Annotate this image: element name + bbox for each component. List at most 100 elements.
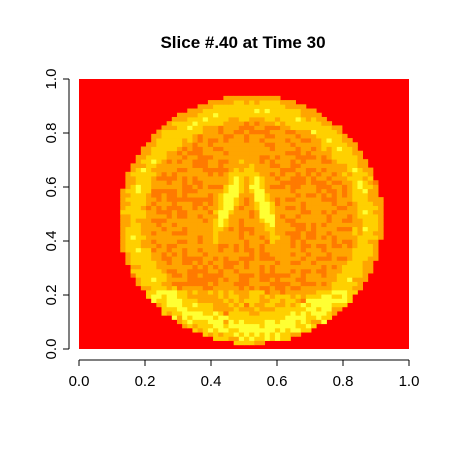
heatmap-cell bbox=[341, 230, 348, 236]
heatmap-cell bbox=[311, 112, 317, 118]
heatmap-cell bbox=[233, 289, 240, 295]
heatmap-cell bbox=[228, 188, 235, 194]
heatmap-cell bbox=[347, 218, 353, 223]
heatmap-cell bbox=[140, 247, 147, 253]
heatmap-cell bbox=[311, 129, 317, 135]
heatmap-cell bbox=[207, 294, 214, 299]
heatmap-cell bbox=[125, 256, 131, 261]
heatmap-cell bbox=[140, 188, 147, 194]
heatmap-cell bbox=[192, 256, 198, 261]
heatmap-cell bbox=[362, 235, 369, 240]
heatmap-cell bbox=[259, 121, 266, 126]
heatmap-cell bbox=[228, 315, 235, 320]
heatmap-cell bbox=[341, 222, 348, 228]
heatmap-cell bbox=[274, 298, 281, 303]
heatmap-cell bbox=[140, 251, 147, 257]
heatmap-cell bbox=[156, 230, 162, 236]
heatmap-cell bbox=[300, 104, 307, 109]
heatmap-cell bbox=[140, 209, 147, 215]
heatmap-cell bbox=[125, 243, 131, 249]
heatmap-cell bbox=[213, 125, 219, 131]
heatmap-cell bbox=[166, 311, 173, 316]
heatmap-cell bbox=[192, 273, 198, 278]
heatmap-cell bbox=[305, 298, 312, 303]
heatmap-cell bbox=[300, 319, 307, 325]
heatmap-cell bbox=[202, 315, 209, 320]
heatmap-cell bbox=[187, 302, 193, 308]
heatmap-cell bbox=[120, 205, 126, 211]
heatmap-cell bbox=[233, 243, 240, 249]
heatmap-cell bbox=[156, 273, 162, 278]
heatmap-cell bbox=[254, 100, 260, 105]
heatmap-cell bbox=[274, 163, 281, 168]
heatmap-cell bbox=[274, 247, 281, 253]
heatmap-cell bbox=[290, 104, 296, 109]
heatmap-cell bbox=[140, 180, 147, 185]
heatmap-cell bbox=[192, 268, 198, 274]
heatmap-cell bbox=[331, 154, 338, 160]
heatmap-cell bbox=[156, 302, 162, 308]
heatmap-cell bbox=[316, 294, 322, 299]
heatmap-cell bbox=[316, 264, 322, 270]
heatmap-cell bbox=[223, 285, 229, 291]
heatmap-cell bbox=[311, 311, 317, 316]
heatmap-cell bbox=[290, 125, 296, 131]
heatmap-cell bbox=[223, 214, 229, 219]
heatmap-cell bbox=[331, 285, 338, 291]
heatmap-cell bbox=[146, 197, 152, 202]
heatmap-cell bbox=[182, 235, 188, 240]
heatmap-cell bbox=[187, 247, 193, 253]
heatmap-cell bbox=[285, 192, 291, 198]
heatmap-cell bbox=[249, 104, 255, 109]
heatmap-cell bbox=[259, 243, 266, 249]
heatmap-cell bbox=[244, 167, 250, 173]
heatmap-cell bbox=[233, 235, 240, 240]
heatmap-cell bbox=[357, 243, 363, 249]
heatmap-cell bbox=[331, 230, 338, 236]
heatmap-cell bbox=[274, 171, 281, 177]
heatmap-cell bbox=[171, 285, 178, 291]
heatmap-cell bbox=[125, 239, 131, 244]
heatmap-cell bbox=[336, 226, 343, 232]
heatmap-cell bbox=[274, 100, 281, 105]
heatmap-cell bbox=[166, 289, 173, 295]
heatmap-cell bbox=[156, 281, 162, 287]
heatmap-cell bbox=[161, 226, 168, 232]
heatmap-cell bbox=[300, 239, 307, 244]
heatmap-cell bbox=[197, 315, 204, 320]
heatmap-cell bbox=[146, 260, 152, 266]
heatmap-cell bbox=[269, 163, 276, 168]
heatmap-cell bbox=[156, 180, 162, 185]
heatmap-cell bbox=[223, 138, 229, 143]
heatmap-cell bbox=[238, 340, 245, 346]
heatmap-cell bbox=[187, 125, 193, 131]
heatmap-cell bbox=[249, 235, 255, 240]
heatmap-cell bbox=[192, 154, 198, 160]
heatmap-cell bbox=[197, 108, 204, 114]
heatmap-cell bbox=[197, 281, 204, 287]
heatmap-cell bbox=[352, 209, 358, 215]
heatmap-cell bbox=[254, 116, 260, 122]
heatmap-cell bbox=[151, 176, 157, 181]
heatmap-cell bbox=[120, 201, 126, 206]
heatmap-cell bbox=[140, 239, 147, 244]
heatmap-cell bbox=[218, 150, 224, 156]
heatmap-cell bbox=[367, 176, 374, 181]
heatmap-cell bbox=[233, 95, 240, 101]
heatmap-cell bbox=[202, 104, 209, 109]
heatmap-cell bbox=[171, 197, 178, 202]
heatmap-cell bbox=[166, 154, 173, 160]
heatmap-cell bbox=[249, 176, 255, 181]
heatmap-cell bbox=[331, 281, 338, 287]
heatmap-cell bbox=[218, 163, 224, 168]
heatmap-cell bbox=[146, 154, 152, 160]
heatmap-cell bbox=[300, 146, 307, 152]
heatmap-cell bbox=[352, 214, 358, 219]
heatmap-cell bbox=[238, 315, 245, 320]
heatmap-cell bbox=[140, 167, 147, 173]
heatmap-cell bbox=[244, 197, 250, 202]
heatmap-cell bbox=[305, 142, 312, 147]
heatmap-cell bbox=[135, 214, 142, 219]
heatmap-cell bbox=[192, 214, 198, 219]
heatmap-cell bbox=[274, 260, 281, 266]
